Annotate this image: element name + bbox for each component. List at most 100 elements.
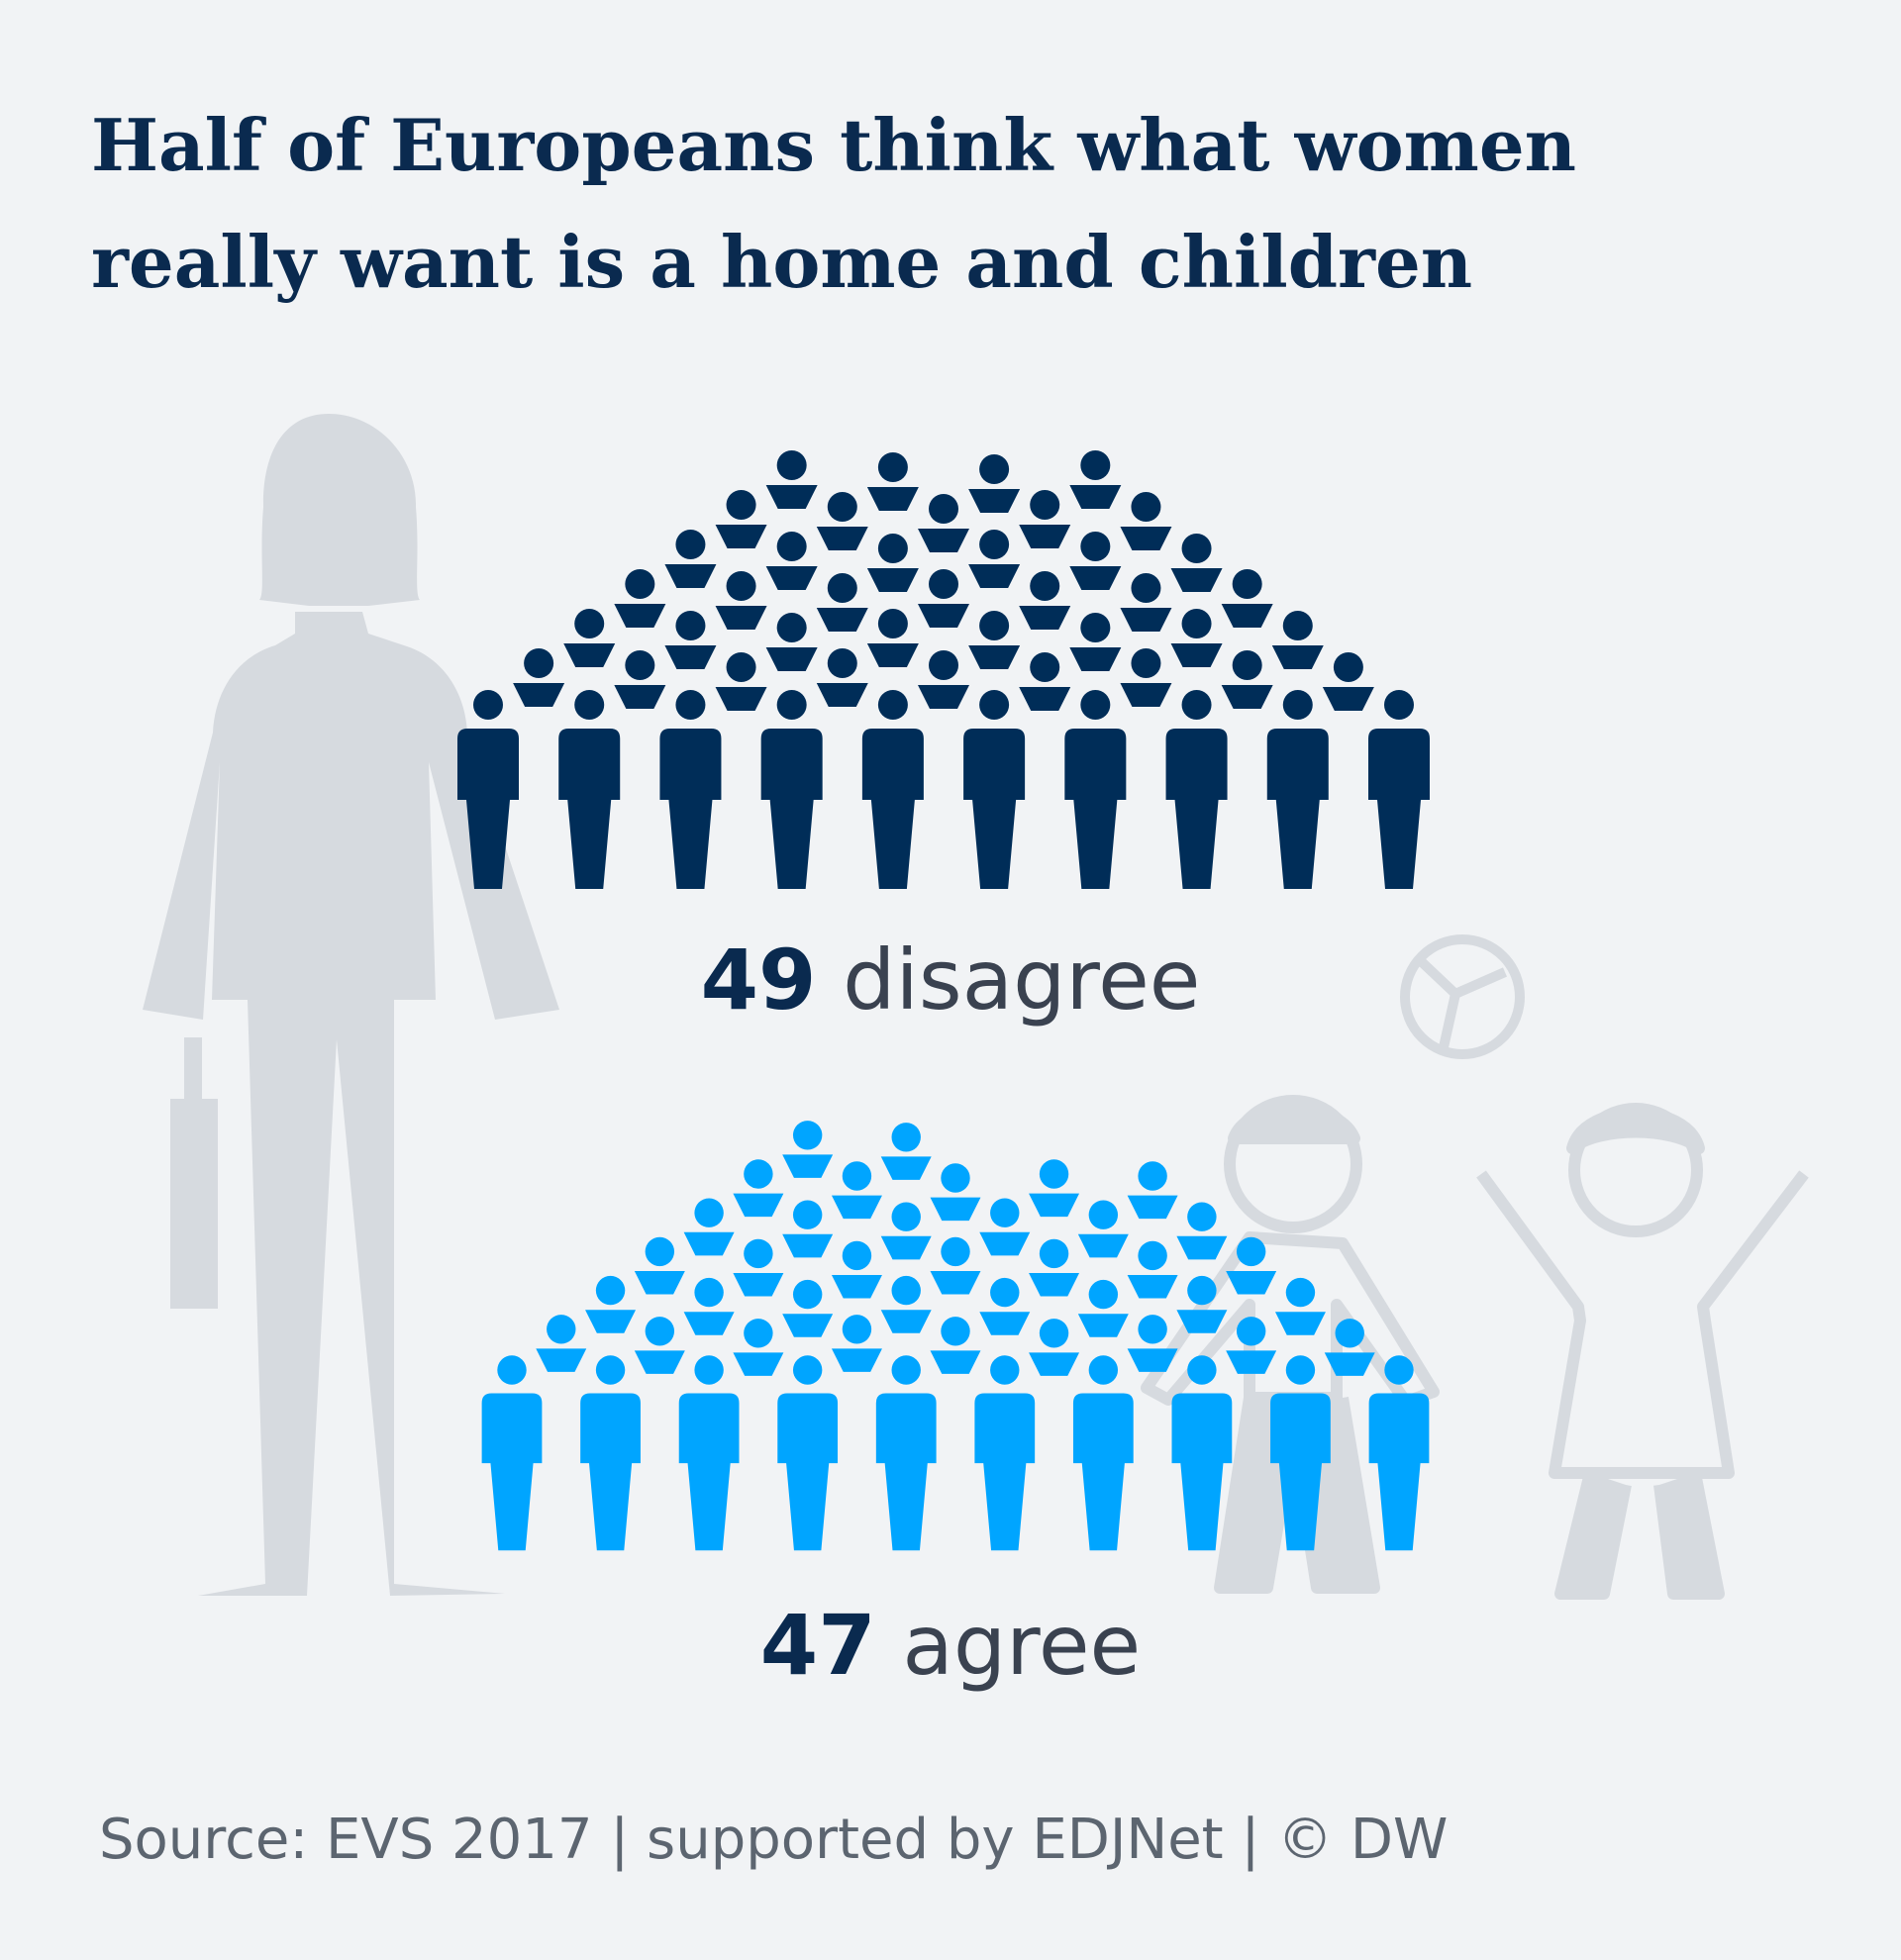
- agree-person-3: [678, 1355, 740, 1551]
- agree-person-28: [634, 1236, 685, 1295]
- agree-person-24: [979, 1277, 1031, 1335]
- agree-person-13: [733, 1319, 784, 1376]
- disagree-person-37: [866, 534, 919, 592]
- disagree-person-35: [664, 530, 717, 588]
- disagree-value: 49: [700, 931, 817, 1029]
- agree-person-16: [1029, 1319, 1080, 1376]
- disagree-person-6: [963, 690, 1026, 889]
- disagree-person-25: [1069, 613, 1122, 671]
- agree-person-46: [782, 1121, 834, 1178]
- ball-icon: [1400, 934, 1525, 1059]
- disagree-person-34: [1221, 569, 1273, 628]
- disagree-person-32: [1019, 571, 1071, 630]
- disagree-person-39: [1069, 532, 1122, 590]
- disagree-person-31: [918, 569, 969, 628]
- agree-person-26: [1176, 1275, 1228, 1333]
- agree-person-40: [1176, 1202, 1228, 1260]
- agree-person-4: [777, 1355, 839, 1551]
- agree-person-22: [782, 1279, 834, 1337]
- disagree-person-8: [1165, 690, 1228, 889]
- disagree-person-1: [457, 690, 519, 889]
- agree-person-11: [536, 1315, 587, 1372]
- agree-person-8: [1171, 1355, 1233, 1551]
- disagree-person-2: [558, 690, 621, 889]
- disagree-name: disagree: [843, 931, 1201, 1029]
- agree-name: agree: [902, 1597, 1142, 1694]
- disagree-person-26: [1170, 609, 1223, 667]
- disagree-person-7: [1064, 690, 1127, 889]
- agree-person-30: [831, 1240, 882, 1299]
- chart-title: Half of Europeans think what women reall…: [91, 87, 1834, 321]
- agree-pictogram: [481, 1121, 1430, 1551]
- disagree-person-36: [765, 532, 818, 590]
- woman-silhouette-icon: [143, 414, 559, 1596]
- disagree-person-17: [1120, 648, 1172, 707]
- disagree-person-33: [1120, 573, 1172, 632]
- girl-silhouette-icon: [1476, 1103, 1809, 1600]
- agree-person-27: [1274, 1277, 1326, 1335]
- disagree-person-16: [1019, 652, 1071, 711]
- agree-person-5: [875, 1355, 937, 1551]
- agree-person-35: [683, 1198, 735, 1256]
- agree-value: 47: [759, 1597, 876, 1694]
- disagree-person-18: [1221, 650, 1273, 709]
- disagree-label: 49 disagree: [0, 931, 1901, 1029]
- disagree-person-38: [968, 530, 1021, 588]
- agree-person-43: [930, 1163, 981, 1222]
- disagree-person-40: [1170, 534, 1223, 592]
- agree-person-21: [683, 1277, 735, 1335]
- agree-person-32: [1029, 1238, 1080, 1297]
- agree-person-45: [1127, 1161, 1178, 1220]
- disagree-person-20: [563, 609, 616, 667]
- agree-person-19: [1324, 1319, 1375, 1376]
- agree-person-29: [733, 1238, 784, 1297]
- agree-person-33: [1127, 1240, 1178, 1299]
- agree-person-15: [930, 1317, 981, 1374]
- agree-person-41: [733, 1159, 784, 1218]
- agree-person-12: [634, 1317, 685, 1374]
- agree-person-38: [979, 1198, 1031, 1256]
- agree-person-39: [1077, 1200, 1129, 1258]
- agree-label: 47 agree: [0, 1596, 1901, 1695]
- disagree-person-44: [1019, 490, 1071, 548]
- agree-person-18: [1226, 1317, 1277, 1374]
- disagree-person-23: [866, 609, 919, 667]
- agree-person-6: [974, 1355, 1036, 1551]
- disagree-person-19: [1322, 652, 1374, 711]
- disagree-person-12: [614, 650, 666, 709]
- agree-person-44: [1029, 1159, 1080, 1218]
- agree-person-14: [831, 1315, 882, 1372]
- disagree-person-42: [816, 492, 868, 550]
- agree-person-47: [880, 1123, 932, 1180]
- disagree-person-3: [659, 690, 722, 889]
- disagree-person-13: [715, 652, 767, 711]
- disagree-person-9: [1266, 690, 1329, 889]
- agree-person-10: [1368, 1355, 1430, 1551]
- agree-person-1: [481, 1355, 543, 1551]
- disagree-person-43: [918, 494, 969, 552]
- agree-person-34: [1226, 1236, 1277, 1295]
- disagree-person-4: [760, 690, 823, 889]
- title-line-2: really want is a home and children: [91, 220, 1473, 304]
- agree-person-42: [831, 1161, 882, 1220]
- disagree-person-45: [1120, 492, 1172, 550]
- disagree-person-24: [968, 611, 1021, 669]
- title-line-1: Half of Europeans think what women: [91, 103, 1576, 187]
- agree-person-20: [585, 1275, 637, 1333]
- agree-person-31: [930, 1236, 981, 1295]
- disagree-person-28: [614, 569, 666, 628]
- disagree-person-49: [1069, 450, 1122, 509]
- agree-person-9: [1270, 1355, 1331, 1551]
- disagree-person-27: [1271, 611, 1324, 669]
- disagree-person-10: [1368, 690, 1430, 889]
- disagree-person-22: [765, 613, 818, 671]
- disagree-pictogram: [457, 450, 1430, 889]
- disagree-person-5: [861, 690, 924, 889]
- agree-person-2: [580, 1355, 641, 1551]
- disagree-person-30: [816, 573, 868, 632]
- disagree-person-15: [918, 650, 969, 709]
- disagree-person-48: [968, 454, 1021, 513]
- disagree-person-29: [715, 571, 767, 630]
- agree-person-7: [1072, 1355, 1134, 1551]
